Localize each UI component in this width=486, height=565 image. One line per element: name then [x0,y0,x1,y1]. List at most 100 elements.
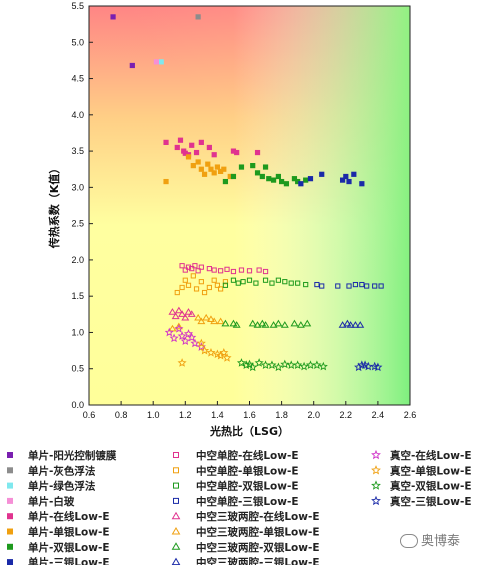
legend-marker [7,528,13,535]
x-tick-label: 2.4 [372,410,385,420]
legend-marker [7,482,13,489]
data-point [236,358,247,367]
x-tick-label: 1.0 [147,410,160,420]
data-point [299,361,309,371]
legend-label: 单片-单银Low-E [28,526,110,539]
data-point [254,170,261,176]
data-point [218,286,224,292]
x-tick-label: 2.0 [307,410,320,420]
data-point [270,177,277,183]
data-point [195,14,201,20]
data-point [269,321,278,328]
data-marks [110,14,384,372]
data-point [185,264,192,270]
data-point [222,178,229,185]
data-point [346,178,352,185]
legend-label: 中空单腔-单银Low-E [196,464,299,477]
legend-label: 单片-灰色浮法 [28,464,96,477]
data-point [210,317,219,325]
data-point [248,319,257,327]
data-point [218,168,224,175]
data-point [238,164,245,170]
data-point [246,268,253,274]
data-point [168,308,177,315]
data-point [222,279,229,285]
data-point [193,286,200,292]
data-point [319,171,325,177]
series-group [153,59,160,65]
data-point [318,361,328,371]
series-group [168,306,196,321]
legend-marker [371,495,381,506]
data-point [153,59,160,65]
series-group [163,154,233,185]
data-point [190,273,196,279]
data-point [218,268,224,274]
legend-label: 真空-三银Low-E [390,495,472,508]
data-point [174,306,183,314]
data-point [201,289,208,296]
data-point [364,283,370,289]
data-point [343,319,352,327]
data-point [266,176,272,182]
data-point [256,267,262,273]
legend-label: 中空三玻两腔-单银Low-E [196,526,320,539]
legend-marker [7,543,13,550]
data-point [205,161,211,167]
data-point [163,139,169,145]
data-point [253,280,259,286]
data-point [269,280,275,286]
data-point [211,277,217,283]
y-tick-label: 3.5 [71,146,84,156]
data-point [201,171,208,177]
data-point [198,264,204,270]
data-point [206,315,215,322]
plot-gradient-overlay [89,6,410,405]
data-point [182,267,188,273]
data-point [359,181,365,187]
x-tick-label: 2.6 [404,410,417,420]
data-point [275,277,281,283]
data-point [351,171,357,177]
y-tick-label: 5.0 [71,37,84,47]
y-tick-label: 3.0 [71,182,84,192]
legend-marker [171,527,181,535]
y-tick-label: 4.0 [71,110,84,120]
legend-marker [173,452,179,458]
data-point [198,279,204,285]
series-group [221,319,312,328]
data-point [267,360,277,369]
data-point [283,181,290,187]
data-point [202,313,211,321]
data-point [296,321,305,328]
legend-marker [7,497,13,504]
data-point [254,149,261,156]
data-point [230,173,237,180]
data-point [206,266,212,272]
data-point [214,164,220,170]
data-point [274,319,283,327]
y-tick-label: 4.5 [71,74,84,84]
data-point [312,360,322,369]
data-point [185,282,192,288]
data-point [163,178,169,185]
data-point [222,282,229,288]
data-point [335,283,341,289]
data-point [182,277,188,283]
data-point [262,277,269,283]
x-tick-label: 1.2 [179,410,192,420]
data-point [303,281,309,288]
data-point [178,310,187,317]
data-point [250,163,256,169]
data-point [234,149,240,156]
data-point [174,324,184,333]
data-point [211,170,217,176]
y-tick-label: 5.5 [71,1,84,11]
data-point [164,327,174,337]
data-point [261,321,270,328]
data-point [259,173,265,180]
legend-label: 单片-绿色浮法 [28,480,96,493]
data-point [181,313,190,321]
data-point [359,281,365,288]
